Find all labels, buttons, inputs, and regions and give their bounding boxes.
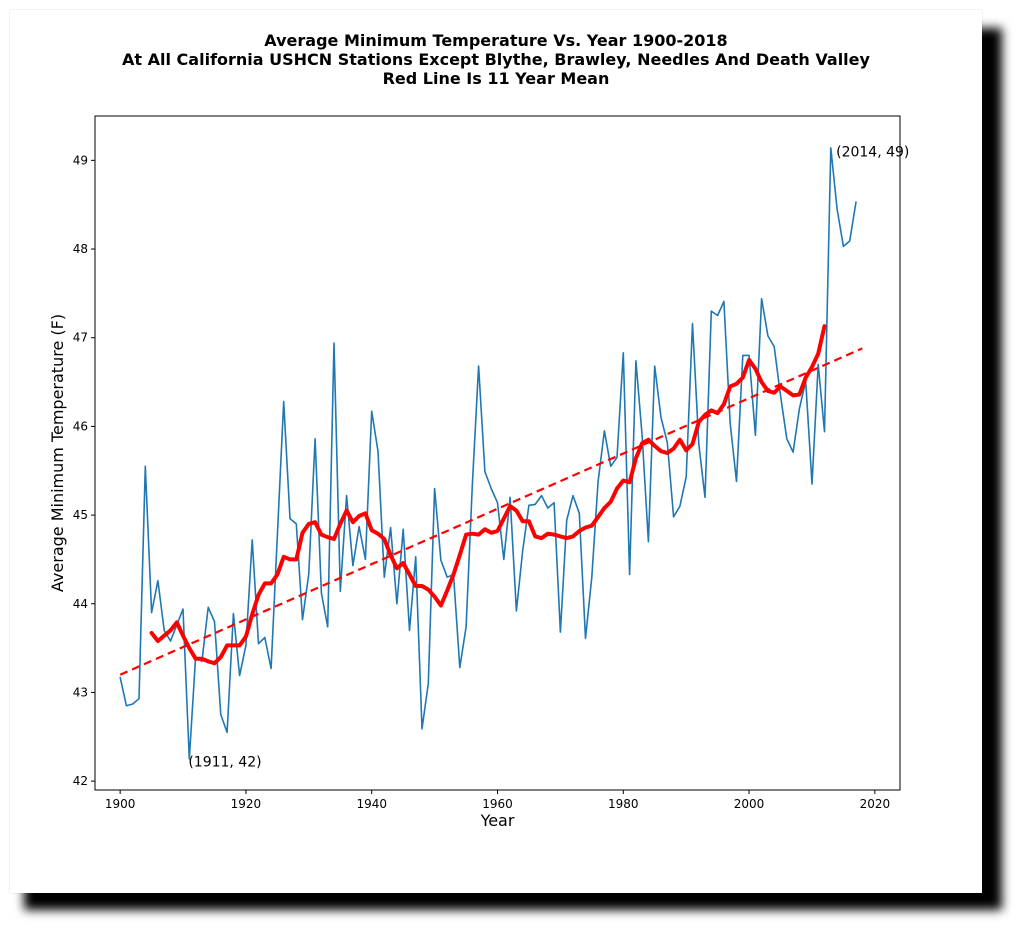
x-axis-label: Year <box>480 811 515 830</box>
y-tick-label: 43 <box>73 685 88 699</box>
plot-lines <box>119 147 863 760</box>
plot-frame <box>94 115 901 791</box>
chart-title-line-3: Red Line Is 11 Year Mean <box>382 69 610 88</box>
y-tick-label: 44 <box>73 597 88 611</box>
x-tick-label: 2020 <box>860 797 891 811</box>
x-tick-label: 1980 <box>608 797 639 811</box>
series-trend-line <box>119 347 863 676</box>
y-tick-label: 49 <box>73 153 88 167</box>
point-annotation: (2014, 49) <box>836 144 909 160</box>
series-11-year-mean-line <box>149 324 827 666</box>
x-tick-label: 1940 <box>356 797 387 811</box>
y-tick-label: 46 <box>73 419 88 433</box>
y-tick-label: 45 <box>73 508 88 522</box>
annotations: (1911, 42) (2014, 49) <box>188 144 909 770</box>
y-axis-label: Average Minimum Temperature (F) <box>48 314 67 592</box>
series-annual-line <box>119 147 857 760</box>
x-tick-label: 1960 <box>482 797 513 811</box>
point-annotation: (1911, 42) <box>188 755 261 771</box>
x-tick-label: 1920 <box>231 797 262 811</box>
y-tick-label: 47 <box>73 331 88 345</box>
axis-ticks: 1900 1920 1940 1960 1980 2000 2020 42 43 44 45 46 47… <box>73 153 890 811</box>
chart-title-line-1: Average Minimum Temperature Vs. Year 190… <box>264 31 728 50</box>
chart-title-line-2: At All California USHCN Stations Except … <box>122 50 870 69</box>
x-tick-label: 1900 <box>105 797 136 811</box>
y-tick-label: 48 <box>73 242 88 256</box>
y-tick-label: 42 <box>73 774 88 788</box>
figure-card <box>10 10 982 893</box>
x-tick-label: 2000 <box>734 797 765 811</box>
